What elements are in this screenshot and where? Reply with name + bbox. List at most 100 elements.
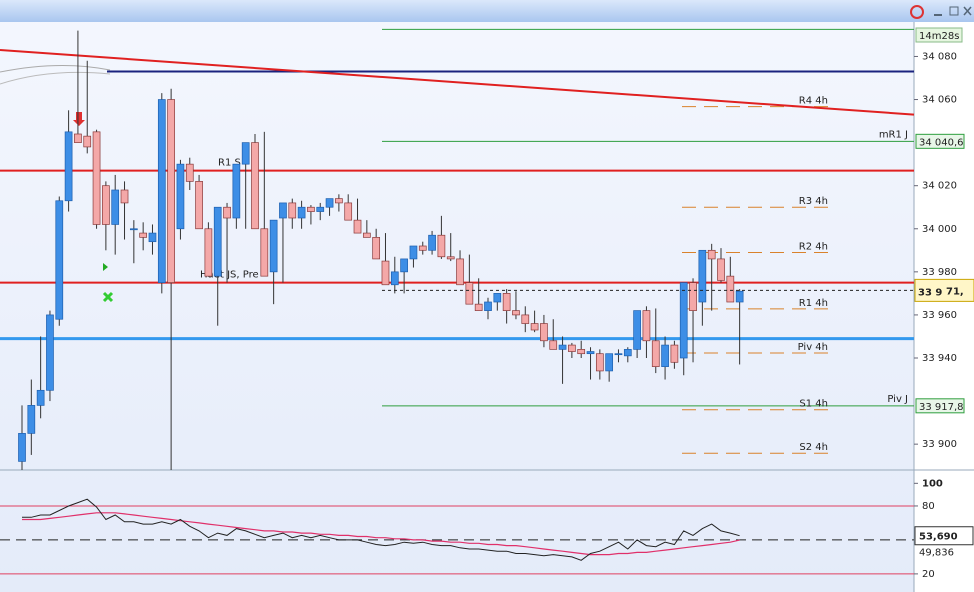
candle-body bbox=[335, 198, 343, 204]
candle-body bbox=[148, 232, 157, 243]
candle-body bbox=[633, 310, 641, 350]
candle-body bbox=[129, 228, 138, 231]
candle-body bbox=[605, 353, 614, 372]
candle-body bbox=[474, 303, 483, 311]
daily-pivot-label: mR1 J bbox=[879, 129, 908, 140]
candle-body bbox=[36, 389, 45, 406]
timer: 14m28s bbox=[919, 31, 959, 42]
y-tick-label: 34 060 bbox=[922, 95, 957, 106]
pivot-label: R4 4h bbox=[799, 96, 828, 107]
candle-body bbox=[623, 349, 632, 357]
pivot-label: Piv 4h bbox=[798, 342, 828, 353]
rsi-tick-label: 80 bbox=[922, 501, 935, 512]
candle-body bbox=[726, 275, 735, 303]
close-icon[interactable] bbox=[963, 6, 972, 16]
y-tick-label: 34 000 bbox=[922, 224, 957, 235]
candle-body bbox=[446, 256, 455, 260]
candle-body bbox=[540, 323, 548, 342]
header-icons[interactable] bbox=[910, 5, 972, 19]
current-price-big: 71, bbox=[946, 286, 964, 297]
candle-body bbox=[717, 258, 725, 281]
candle-body bbox=[428, 234, 436, 251]
pivot-label: S2 4h bbox=[799, 442, 828, 453]
axis-label: 34 040,6 bbox=[919, 137, 964, 148]
candle-body bbox=[325, 198, 334, 208]
candle-body bbox=[418, 245, 427, 251]
candle-body bbox=[102, 185, 110, 225]
candle-body bbox=[92, 131, 101, 225]
level-label: R1 S bbox=[218, 158, 241, 169]
y-tick-label: 33 940 bbox=[922, 353, 957, 364]
candle-body bbox=[390, 271, 399, 286]
pivot-label: R1 4h bbox=[799, 298, 828, 309]
y-tick-label: 33 900 bbox=[922, 439, 957, 450]
rsi-tick-label: 20 bbox=[922, 569, 935, 580]
candle-body bbox=[344, 202, 353, 221]
axis-label-box bbox=[915, 133, 965, 149]
candle-body bbox=[661, 344, 669, 367]
candle-body bbox=[185, 163, 194, 182]
candle-body bbox=[530, 323, 539, 331]
ma-curve bbox=[0, 64, 111, 73]
candle-body bbox=[456, 258, 464, 286]
candle-body bbox=[577, 349, 586, 355]
rsi-value-box bbox=[914, 526, 974, 546]
candle-body bbox=[493, 293, 502, 303]
exit-marker bbox=[102, 291, 114, 303]
candle-body bbox=[549, 340, 558, 350]
pivot-label: R2 4h bbox=[799, 241, 828, 252]
candle-body bbox=[213, 206, 222, 277]
candle-body bbox=[679, 282, 688, 359]
timer-box bbox=[915, 27, 963, 43]
candle-body bbox=[27, 405, 36, 434]
candle-body bbox=[689, 282, 697, 311]
y-tick-label: 33 980 bbox=[922, 267, 957, 278]
candle-body bbox=[204, 228, 213, 277]
candle-body bbox=[120, 189, 129, 204]
candle-body bbox=[316, 206, 325, 212]
candle-body bbox=[46, 314, 54, 391]
pivot-label: S1 4h bbox=[799, 399, 828, 410]
candle-body bbox=[232, 163, 241, 219]
current-price-small: 33 9 bbox=[918, 287, 942, 298]
candle-body bbox=[64, 131, 73, 202]
candle-body bbox=[642, 310, 651, 342]
current-price-box bbox=[914, 278, 974, 302]
candle-body bbox=[353, 219, 362, 234]
pivot-label: R3 4h bbox=[799, 196, 828, 207]
candle-body bbox=[139, 232, 148, 238]
candle-body bbox=[260, 228, 269, 277]
candle-body bbox=[698, 249, 707, 303]
candle-body bbox=[195, 181, 203, 230]
rsi-signal-value: 49,836 bbox=[919, 548, 954, 559]
candle-body bbox=[297, 206, 306, 219]
candle-body bbox=[279, 202, 287, 219]
candle-body bbox=[362, 232, 371, 238]
candle-body bbox=[241, 142, 250, 165]
window-header bbox=[0, 0, 974, 22]
candle-body bbox=[288, 202, 297, 219]
candle-body bbox=[707, 249, 716, 260]
refresh-icon[interactable] bbox=[910, 5, 924, 19]
candle-body bbox=[55, 200, 64, 320]
candle-body bbox=[400, 258, 408, 273]
candle-body bbox=[381, 260, 390, 286]
candle-body bbox=[83, 135, 92, 148]
maximize-icon[interactable] bbox=[949, 6, 959, 16]
daily-pivot-label: Piv J bbox=[887, 394, 908, 405]
candle-body bbox=[670, 344, 679, 363]
candle-body bbox=[111, 189, 120, 225]
rsi-line bbox=[22, 498, 740, 561]
candle-body bbox=[651, 340, 660, 367]
candle-body bbox=[586, 351, 595, 355]
level-label: Haut JS, Pre bbox=[200, 270, 259, 281]
candle-body bbox=[484, 301, 492, 311]
axis-label-box bbox=[915, 398, 965, 414]
minimize-icon[interactable] bbox=[934, 14, 942, 16]
rsi-signal-line bbox=[22, 512, 740, 556]
y-tick-label: 34 080 bbox=[922, 51, 957, 62]
candle-body bbox=[176, 163, 185, 230]
